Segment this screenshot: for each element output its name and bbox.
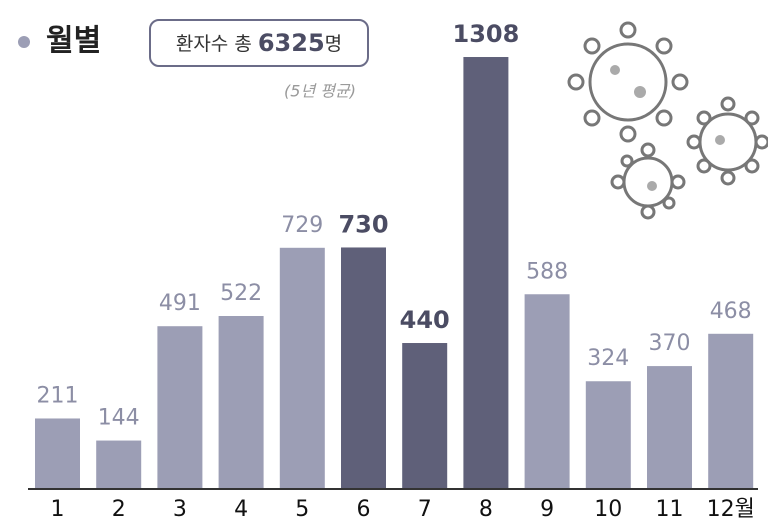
bar xyxy=(96,440,142,488)
value-label: 588 xyxy=(526,259,568,284)
x-tick-label: 12월 xyxy=(707,497,755,522)
value-label: 144 xyxy=(98,406,140,431)
x-tick-label: 7 xyxy=(418,497,432,522)
total-unit: 명 xyxy=(325,33,342,55)
virus xyxy=(686,96,768,186)
bar xyxy=(157,326,203,488)
value-label: 522 xyxy=(220,281,262,306)
x-tick-label: 4 xyxy=(234,497,248,522)
bar xyxy=(585,381,631,488)
virus-icons xyxy=(567,21,768,220)
x-tick-label: 8 xyxy=(479,497,493,522)
value-label: 730 xyxy=(338,210,388,238)
bar xyxy=(218,316,264,488)
bar xyxy=(524,294,570,488)
bar xyxy=(35,418,80,488)
virus xyxy=(567,21,689,143)
x-tick-label: 3 xyxy=(173,497,187,522)
chart-title: 월별 xyxy=(46,24,101,59)
value-label: 324 xyxy=(587,346,629,371)
value-label: 729 xyxy=(281,213,323,238)
total-label: 환자수 총 xyxy=(176,33,252,55)
bar xyxy=(341,247,386,488)
bar xyxy=(279,247,325,488)
x-tick-label: 5 xyxy=(295,497,309,522)
value-label: 370 xyxy=(649,331,691,356)
x-tick-label: 1 xyxy=(51,497,65,522)
value-label: 440 xyxy=(400,306,450,334)
total-box xyxy=(149,19,369,67)
value-label: 211 xyxy=(37,383,79,408)
x-tick-label: 10 xyxy=(594,497,622,522)
value-label: 468 xyxy=(710,299,752,324)
total-value: 6325 xyxy=(258,29,325,57)
bar xyxy=(647,366,692,488)
x-tick-label: 11 xyxy=(656,497,684,522)
bar xyxy=(402,343,448,488)
x-tick-label: 2 xyxy=(112,497,126,522)
value-label: 1308 xyxy=(453,20,520,48)
subtitle: (5년 평균) xyxy=(284,82,356,101)
virus xyxy=(610,142,686,220)
x-tick-label: 9 xyxy=(540,497,554,522)
value-label: 491 xyxy=(159,291,201,316)
bar xyxy=(708,333,754,488)
total-text: 환자수 총 6325명 xyxy=(176,29,342,57)
bar xyxy=(463,57,509,488)
title-bullet xyxy=(18,36,30,48)
x-tick-label: 6 xyxy=(357,497,371,522)
